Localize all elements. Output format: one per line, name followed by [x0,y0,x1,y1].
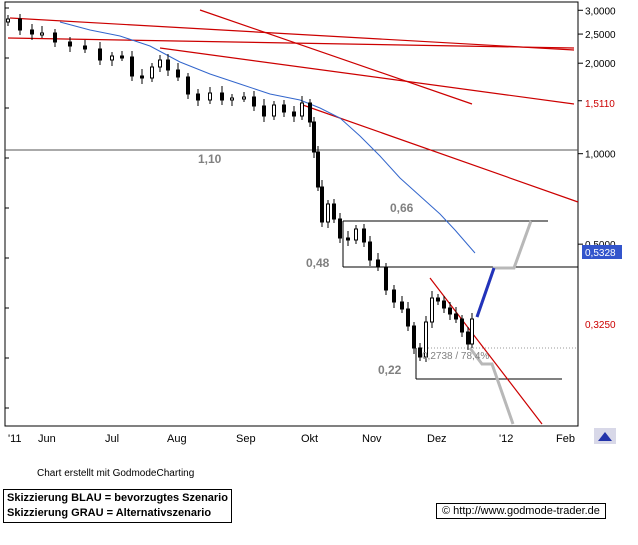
x-label-nov: Nov [362,433,382,445]
candle-body [140,75,144,79]
arrow-icon [594,428,616,444]
price-marker-0-5328: 0,5328 [582,245,622,259]
candle-body [252,96,256,107]
candle-body [196,93,200,101]
candle-body [83,45,87,50]
candle-body [430,297,434,323]
candle-body [262,105,266,117]
candle-body [412,325,416,349]
candle-body [326,203,330,223]
level-label-0-48: 0,48 [306,256,330,270]
candle-body [448,307,452,315]
legend-blue-scenario: Skizzierung BLAU = bevorzugtes Szenario [7,492,228,504]
candle-body [120,55,124,59]
level-label-1-10: 1,10 [198,152,222,166]
candle-body [6,18,10,23]
candle-body [272,104,276,117]
x-label-sep: Sep [236,433,256,445]
candle-body [308,102,312,123]
candle-body [384,266,388,291]
plot-frame [4,1,579,427]
trendline-4 [199,9,473,105]
candle-body [338,218,342,239]
chart-credit: Chart erstellt mit GodmodeCharting [37,468,195,479]
candle-body [176,69,180,78]
y-tick-label: 1,0000 [585,150,616,161]
candle-body [18,18,22,31]
candle-body [98,48,102,61]
candle-body [354,228,358,241]
x-label-11: '11 [8,433,22,445]
price-marker-0-3250: 0,3250 [582,317,622,331]
candle-body [332,203,336,220]
candle-body [424,321,428,358]
x-label-dez: Dez [427,433,447,445]
candle-body [320,186,324,223]
candle-body [53,32,57,43]
price-marker-1-5110: 1,5110 [582,96,622,110]
candle-body [68,41,72,47]
candle-body [230,97,234,101]
candle-body [130,56,134,77]
candle-body [466,331,470,345]
trendline-6 [429,277,543,425]
candle-body [40,32,44,36]
candle-body [316,151,320,188]
trendline-1 [9,17,575,51]
candle-body [392,289,396,303]
candle-body [436,297,440,302]
level-label-0-66: 0,66 [390,201,414,215]
candle-body [300,102,304,117]
candle-body [400,301,404,310]
x-label-jun: Jun [38,433,56,445]
trendline-2 [7,37,575,49]
candle-body [312,121,316,153]
candle-body [186,76,190,95]
x-label-aug: Aug [167,433,187,445]
candle-body [166,59,170,71]
candle-body [110,55,114,61]
candle-body [406,308,410,327]
candle-body [470,318,474,345]
candle-body [376,259,380,268]
candle-body [150,66,154,79]
scenario-legend: Skizzierung BLAU = bevorzugtes Szenario … [3,489,232,523]
candle-body [346,237,350,241]
candle-body [158,59,162,68]
candle-body [368,241,372,261]
svg-text:1,5110: 1,5110 [585,99,615,110]
candle-body [460,318,464,333]
legend-grey-scenario: Skizzierung GRAU = Alternativszenario [7,507,212,519]
time-axis-labels: '11 Jun Jul Aug Sep Okt Nov Dez '12 Feb [8,433,575,445]
candle-body [242,96,246,100]
candle-body [282,104,286,113]
candle-body [362,228,366,243]
candle-body [30,29,34,35]
x-label-okt: Okt [301,433,318,445]
price-candles [6,14,474,362]
y-tick-label: 2,0000 [585,59,616,70]
x-label-12: '12 [499,433,513,445]
svg-text:0,3250: 0,3250 [585,320,616,331]
trendline-5 [299,103,579,203]
svg-text:0,5328: 0,5328 [585,248,616,259]
fib-label: 0,2738 / 78,4% [422,351,489,362]
y-tick-label: 2,5000 [585,30,616,41]
candle-body [442,300,446,309]
copyright-link[interactable]: © http://www.godmode-trader.de [436,503,606,519]
x-label-feb: Feb [556,433,575,445]
level-label-0-22: 0,22 [378,363,402,377]
candle-body [454,313,458,320]
chart-navigation-icon[interactable] [594,428,616,444]
candle-body [208,92,212,101]
grey-scenario-lower [468,347,515,425]
candle-body [220,92,224,101]
y-tick-label: 3,0000 [585,6,616,17]
blue-scenario-path [475,267,496,318]
trendline-3 [159,47,575,105]
candle-body [292,111,296,117]
x-label-jul: Jul [105,433,119,445]
candle-body [418,347,422,358]
